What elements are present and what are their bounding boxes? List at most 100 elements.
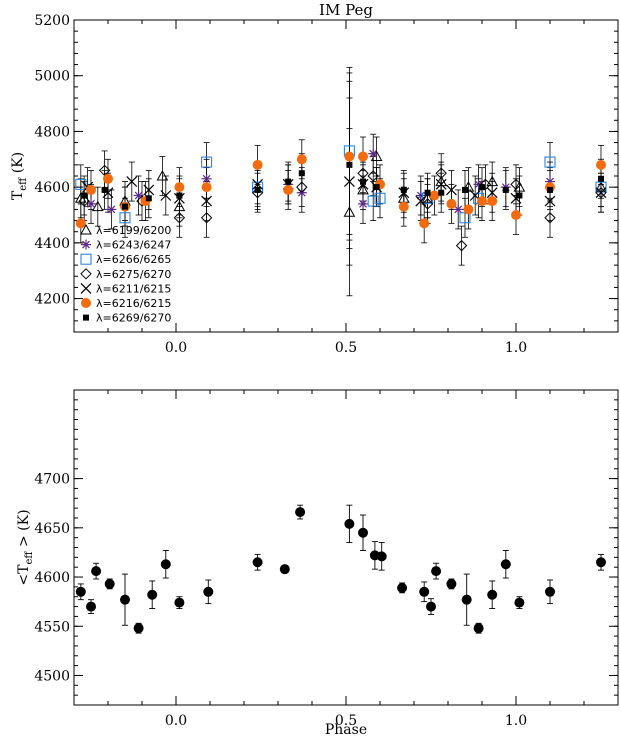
data-point xyxy=(358,151,368,162)
plot-frame xyxy=(73,389,619,706)
data-point xyxy=(367,195,379,207)
data-point xyxy=(201,195,213,207)
data-point xyxy=(147,589,158,600)
data-point xyxy=(343,176,355,187)
series-6 xyxy=(75,151,606,229)
data-point xyxy=(346,161,353,168)
data-point xyxy=(86,184,96,195)
data-point xyxy=(596,557,606,568)
legend-marker xyxy=(80,282,92,294)
data-point xyxy=(160,559,171,570)
data-point xyxy=(160,190,172,201)
data-point xyxy=(176,192,183,199)
data-point xyxy=(415,195,427,207)
y-tick-label: 4650 xyxy=(34,521,70,537)
data-point xyxy=(119,212,131,224)
data-point xyxy=(252,159,263,170)
data-point xyxy=(431,566,442,577)
legend-marker xyxy=(80,253,92,265)
data-point xyxy=(487,589,498,600)
data-point xyxy=(358,198,368,209)
data-point xyxy=(126,176,138,187)
data-point xyxy=(598,175,604,182)
data-point xyxy=(514,597,525,608)
data-point xyxy=(438,189,445,196)
data-point xyxy=(174,597,185,608)
data-point xyxy=(201,156,213,168)
data-point xyxy=(435,178,447,190)
x-tick-label: 0.5 xyxy=(335,713,357,729)
x-tick-label: 1.0 xyxy=(505,713,527,729)
data-point xyxy=(486,187,498,199)
mean-series xyxy=(75,504,606,634)
series-3 xyxy=(75,145,607,224)
data-point xyxy=(545,586,555,597)
y-tick-label: 4600 xyxy=(34,180,70,196)
legend-label: λ=6275/6270 xyxy=(96,268,171,281)
data-point xyxy=(544,212,556,224)
data-point xyxy=(446,578,457,589)
data-point xyxy=(75,586,86,597)
data-point xyxy=(500,559,511,570)
legend-label: λ=6216/6215 xyxy=(96,297,171,310)
data-point xyxy=(398,201,409,212)
legend-label: λ=6269/6270 xyxy=(96,312,171,325)
legend-label: λ=6243/6247 xyxy=(96,239,171,252)
y-tick-label: 4600 xyxy=(34,570,70,586)
legend-marker xyxy=(81,298,91,308)
data-point xyxy=(487,196,498,207)
data-point xyxy=(283,184,294,195)
data-point xyxy=(544,156,556,168)
data-point xyxy=(453,204,464,215)
y-axis-label: Teff (K) xyxy=(10,152,29,200)
data-point xyxy=(415,190,426,201)
data-point xyxy=(462,181,475,192)
data-point xyxy=(173,200,186,212)
data-point xyxy=(477,196,487,207)
y-axis-label: <Teff > (K) xyxy=(16,509,35,585)
data-point xyxy=(513,181,526,192)
data-point xyxy=(174,182,185,193)
data-point xyxy=(426,601,436,612)
data-point xyxy=(511,210,521,220)
data-point xyxy=(516,192,523,199)
data-point xyxy=(81,192,88,199)
data-point xyxy=(78,195,90,207)
x-tick-label: 0.5 xyxy=(335,340,357,356)
data-point xyxy=(252,178,264,190)
legend-marker xyxy=(80,223,92,235)
data-point xyxy=(343,206,356,217)
data-point xyxy=(91,566,102,577)
data-point xyxy=(298,170,305,177)
data-point xyxy=(357,167,369,179)
data-point xyxy=(357,183,369,195)
data-point xyxy=(419,586,430,597)
data-point xyxy=(91,200,104,212)
legend-label: λ=6266/6265 xyxy=(96,253,171,266)
series-5 xyxy=(82,176,607,207)
data-point xyxy=(279,564,290,575)
data-point xyxy=(203,586,214,597)
data-point xyxy=(251,187,264,199)
data-point xyxy=(295,507,306,518)
data-point xyxy=(445,184,457,196)
data-point xyxy=(461,594,472,605)
data-point xyxy=(296,181,308,193)
data-point xyxy=(75,218,86,229)
data-point xyxy=(103,173,113,184)
top-panel: 0.0 0.5 1.0 4200 4400 4600 4800 5000 5200 IM Peg T… xyxy=(10,1,619,356)
data-point xyxy=(400,186,407,193)
data-point xyxy=(446,198,457,209)
data-point xyxy=(596,159,606,170)
data-point xyxy=(200,212,213,224)
data-point xyxy=(201,173,212,184)
y-tick-label: 5200 xyxy=(34,13,70,29)
y-tick-label: 4800 xyxy=(34,124,70,140)
x-axis-label: Phase xyxy=(325,722,367,737)
y-tick-label: 5000 xyxy=(34,69,70,85)
data-point xyxy=(479,178,492,191)
y-tick-label: 4500 xyxy=(34,668,70,684)
data-point xyxy=(122,203,128,210)
